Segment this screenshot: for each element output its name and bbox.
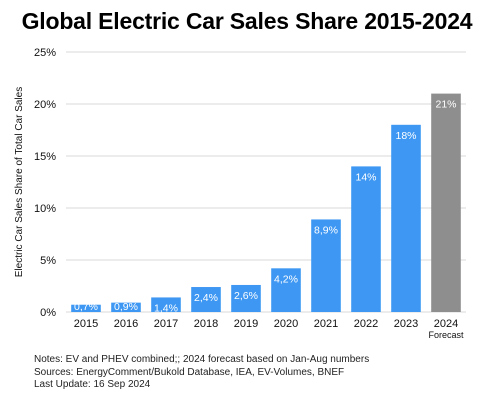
y-tick-label: 15% (34, 151, 56, 163)
bar-2022 (351, 166, 381, 312)
y-tick-label: 25% (34, 47, 56, 59)
data-label: 2,4% (194, 292, 218, 304)
data-label: 4,2% (274, 273, 298, 285)
y-axis-label: Electric Car Sales Share of Total Car Sa… (14, 87, 25, 277)
y-tick-label: 20% (34, 99, 56, 111)
y-tick-label: 5% (40, 255, 56, 267)
data-label: 2,6% (234, 290, 258, 302)
data-label: 14% (355, 171, 376, 183)
bar-2019 (231, 284, 261, 312)
sources-line: Sources: EnergyComment/Bukold Database, … (34, 366, 345, 378)
x-tick-label: 2016 (114, 318, 138, 330)
bar-2021 (311, 219, 341, 312)
bar-2020 (271, 268, 301, 312)
x-axis-ticks: 2015 2016 2017 2018 2019 2020 2021 2022 2023 2024… (74, 318, 464, 340)
last-update-line: Last Update: 16 Sep 2024 (34, 379, 151, 390)
data-labels: 0,7% 0,9% 1,4% 2,4% 2,6% 4,2% 8,9% 14% 18% 21% (74, 99, 456, 315)
bars (71, 93, 461, 312)
x-tick-label: 2020 (274, 318, 298, 330)
chart-notes: Notes: EV and PHEV combined;; 2024 forec… (34, 354, 369, 392)
data-label: 8,9% (314, 224, 338, 236)
x-tick-sublabel: Forecast (428, 330, 464, 340)
data-label: 18% (395, 130, 416, 142)
bar-2024 (431, 93, 461, 312)
x-tick-label: 2017 (154, 318, 178, 330)
x-tick-label: 2023 (394, 318, 418, 330)
data-label: 0,9% (114, 301, 138, 313)
x-tick-label: 2019 (234, 318, 258, 330)
x-tick-label: 2024 (434, 318, 458, 330)
x-tick-label: 2022 (354, 318, 378, 330)
data-label: 0,7% (74, 301, 98, 313)
y-axis-ticks: 0% 5% 10% 15% 20% 25% (34, 47, 56, 319)
bar-2015 (71, 304, 101, 312)
data-label: 21% (435, 99, 456, 111)
bar-2017 (151, 297, 181, 312)
bar-2016 (111, 302, 141, 312)
x-tick-label: 2018 (194, 318, 218, 330)
bar-2018 (191, 287, 221, 312)
x-tick-label: 2015 (74, 318, 98, 330)
bar-2023 (391, 124, 421, 312)
y-tick-label: 10% (34, 203, 56, 215)
notes-line: Notes: EV and PHEV combined;; 2024 forec… (34, 354, 370, 365)
x-tick-label: 2021 (314, 318, 338, 330)
y-tick-label: 0% (40, 307, 56, 319)
data-label: 1,4% (154, 302, 178, 314)
chart-title: Global Electric Car Sales Share 2015-202… (21, 8, 473, 34)
